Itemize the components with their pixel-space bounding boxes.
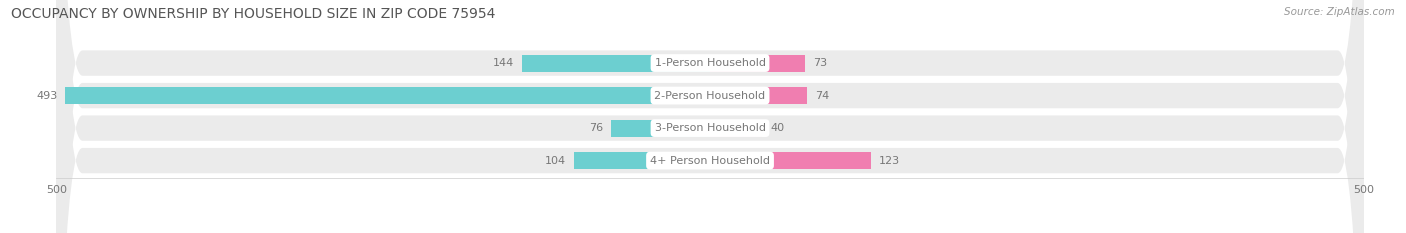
Text: 1-Person Household: 1-Person Household [655,58,765,68]
Text: 76: 76 [589,123,603,133]
Bar [710,87,807,104]
Text: 123: 123 [879,156,900,166]
Text: 493: 493 [37,91,58,101]
FancyBboxPatch shape [56,0,1364,233]
Text: 4+ Person Household: 4+ Person Household [650,156,770,166]
Text: 3-Person Household: 3-Person Household [655,123,765,133]
Text: 2-Person Household: 2-Person Household [654,91,766,101]
Text: Source: ZipAtlas.com: Source: ZipAtlas.com [1284,7,1395,17]
Text: 73: 73 [813,58,828,68]
Bar [66,87,710,104]
Bar [710,152,870,169]
Text: 40: 40 [770,123,785,133]
Text: 74: 74 [814,91,830,101]
Text: 104: 104 [546,156,567,166]
Text: OCCUPANCY BY OWNERSHIP BY HOUSEHOLD SIZE IN ZIP CODE 75954: OCCUPANCY BY OWNERSHIP BY HOUSEHOLD SIZE… [11,7,496,21]
Bar [710,120,762,137]
Bar [610,120,710,137]
FancyBboxPatch shape [56,0,1364,233]
Text: 144: 144 [492,58,515,68]
Bar [522,55,710,72]
FancyBboxPatch shape [56,0,1364,233]
Bar [574,152,710,169]
FancyBboxPatch shape [56,0,1364,233]
Bar [710,55,806,72]
